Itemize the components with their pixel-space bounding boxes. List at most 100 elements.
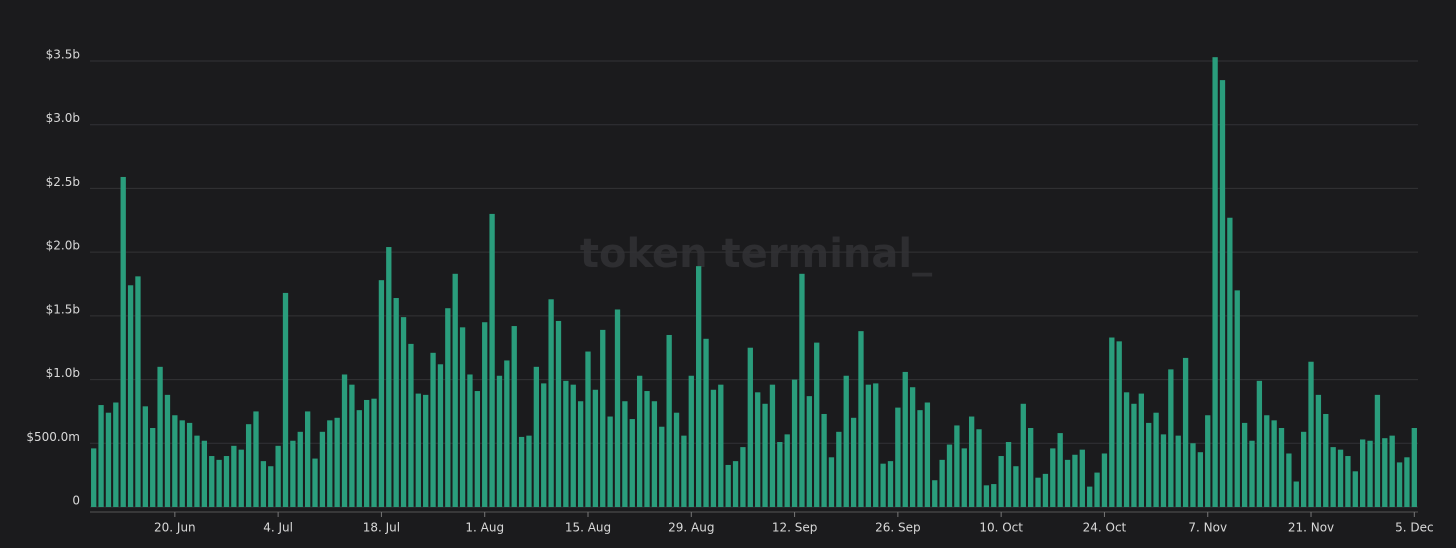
bar <box>430 352 436 507</box>
bar <box>1330 447 1336 507</box>
bar <box>1396 462 1403 507</box>
bar <box>459 327 466 507</box>
bar <box>659 426 665 507</box>
bar <box>902 371 908 507</box>
bar <box>932 480 938 507</box>
bar <box>1271 420 1277 507</box>
bar <box>755 392 761 507</box>
bar <box>1315 394 1322 507</box>
bar <box>828 457 835 507</box>
bar <box>216 459 222 507</box>
x-tick-label: 21. Nov <box>1288 521 1334 535</box>
bar <box>954 425 960 507</box>
bar <box>135 276 141 507</box>
y-tick-label: $3.0b <box>46 111 80 125</box>
bar <box>1300 431 1307 507</box>
bar <box>297 431 303 507</box>
bar <box>482 322 488 507</box>
bar <box>570 384 576 507</box>
y-tick-label: $1.5b <box>46 302 80 316</box>
bar <box>1278 427 1285 507</box>
bar <box>319 431 326 507</box>
bar <box>1028 427 1034 507</box>
bar <box>541 383 547 507</box>
bar <box>991 484 997 507</box>
bar <box>400 317 407 507</box>
x-tick-label: 5. Dec <box>1395 521 1433 535</box>
bar <box>607 416 613 507</box>
bar <box>127 285 134 507</box>
bar <box>504 360 510 507</box>
bar <box>740 447 746 507</box>
bar <box>423 394 429 507</box>
bar <box>201 440 208 507</box>
bar <box>1168 369 1174 507</box>
bar <box>341 374 348 507</box>
bar <box>865 384 872 507</box>
bar <box>1205 415 1211 507</box>
x-tick-label: 29. Aug <box>668 521 714 535</box>
bar <box>666 334 672 507</box>
bar <box>1234 290 1240 507</box>
x-tick-label: 7. Nov <box>1188 521 1227 535</box>
bar <box>209 456 215 507</box>
bar <box>1256 380 1263 507</box>
bar <box>496 375 503 507</box>
bar <box>747 347 753 507</box>
bar <box>622 401 628 507</box>
bar <box>467 374 473 507</box>
bar <box>1182 357 1189 507</box>
bar <box>600 329 606 507</box>
bar <box>983 485 990 507</box>
bar <box>1079 449 1085 507</box>
bar <box>1337 449 1344 507</box>
bar <box>1323 413 1329 507</box>
bar <box>408 343 414 507</box>
bar <box>1219 80 1226 507</box>
bar <box>555 320 562 507</box>
bar <box>179 420 185 507</box>
bar <box>260 461 267 507</box>
bar <box>592 389 599 507</box>
bar <box>526 435 532 507</box>
bar <box>1057 433 1063 507</box>
x-tick-label: 18. Jul <box>363 521 400 535</box>
bar <box>194 435 200 507</box>
bar <box>1308 361 1314 507</box>
bar <box>1286 453 1292 507</box>
bar <box>1160 434 1167 507</box>
bar <box>563 380 569 507</box>
bar <box>1264 415 1270 507</box>
bar <box>806 396 812 507</box>
bar <box>437 364 444 507</box>
bar <box>290 440 296 507</box>
bar <box>105 412 112 507</box>
bar <box>917 410 923 507</box>
bar <box>1374 394 1381 507</box>
bar <box>732 461 739 507</box>
bar <box>1227 217 1233 508</box>
y-tick-label: $3.5b <box>46 48 80 62</box>
y-tick-label: $2.5b <box>46 175 80 189</box>
bar <box>1005 442 1012 507</box>
bar <box>651 401 658 507</box>
bar <box>836 431 842 507</box>
bar <box>585 351 591 507</box>
bar <box>791 379 798 507</box>
bar <box>275 445 281 507</box>
x-tick-label: 26. Sep <box>875 521 921 535</box>
bar <box>1064 459 1071 507</box>
x-tick-label: 1. Aug <box>465 521 504 535</box>
bar <box>1360 439 1366 507</box>
bar <box>673 412 680 507</box>
bar <box>850 417 857 507</box>
bar <box>245 424 252 507</box>
bar <box>1352 471 1358 507</box>
bar <box>1101 453 1108 507</box>
bar <box>976 429 982 507</box>
bar <box>762 403 768 507</box>
bar <box>887 461 894 507</box>
bar <box>1249 440 1255 507</box>
bar <box>843 375 849 507</box>
bar <box>253 411 259 507</box>
